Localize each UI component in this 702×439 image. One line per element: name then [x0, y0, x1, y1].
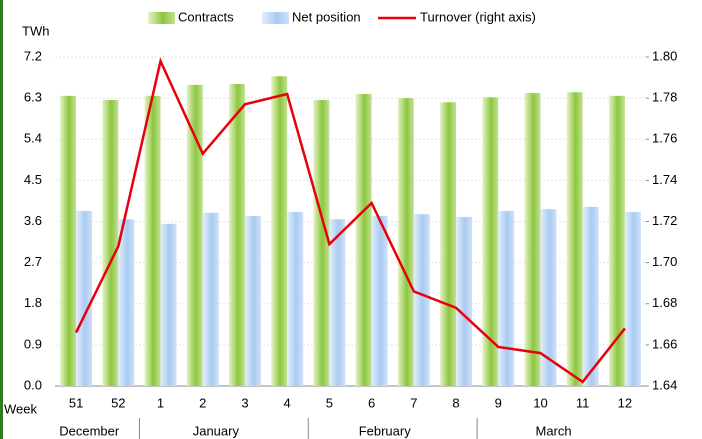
- month-label: March: [536, 423, 572, 438]
- bar: [271, 76, 288, 387]
- x-tick-label: 10: [533, 395, 547, 410]
- bar: [540, 209, 557, 386]
- legend-label: Net position: [292, 9, 361, 24]
- y-tick-label: 2.7: [24, 254, 42, 269]
- bar: [608, 95, 625, 387]
- y-tick-label: 5.4: [24, 131, 42, 146]
- x-tick-label: 3: [241, 395, 248, 410]
- y-tick-label: 7.2: [24, 48, 42, 63]
- x-tick-label: 4: [284, 395, 291, 410]
- y-tick-label: 0.0: [24, 377, 42, 392]
- x-tick-label: 12: [618, 395, 632, 410]
- legend-label: Turnover (right axis): [420, 9, 536, 24]
- y-tick-label: 3.6: [24, 213, 42, 228]
- legend-swatch: [148, 12, 175, 24]
- frame-edge: [0, 0, 3, 439]
- x-tick-label: 8: [452, 395, 459, 410]
- y2-tick-label: 1.70: [652, 254, 677, 269]
- bar: [186, 84, 203, 387]
- bar: [397, 98, 414, 386]
- month-label: December: [59, 423, 120, 438]
- bar: [566, 92, 583, 386]
- bar: [329, 219, 346, 386]
- bar: [60, 95, 77, 387]
- bar: [287, 211, 304, 386]
- bar: [355, 94, 372, 386]
- x-tick-label: 6: [368, 395, 375, 410]
- y2-tick-label: 1.80: [652, 48, 677, 63]
- x-tick-label: 2: [199, 395, 206, 410]
- bar: [244, 216, 261, 386]
- bar: [524, 93, 541, 387]
- bar: [624, 211, 641, 386]
- bar: [160, 223, 177, 386]
- y2-tick-label: 1.66: [652, 336, 677, 351]
- y-tick-label: 1.8: [24, 295, 42, 310]
- legend-swatch: [262, 12, 289, 24]
- x-tick-label: 52: [111, 395, 125, 410]
- y2-tick-label: 1.76: [652, 131, 677, 146]
- bar: [482, 97, 499, 386]
- y2-tick-label: 1.64: [652, 377, 677, 392]
- y-tick-label: 6.3: [24, 90, 42, 105]
- bar: [498, 210, 515, 386]
- turnover-line: [74, 57, 626, 384]
- y2-tick-label: 1.68: [652, 295, 677, 310]
- bar: [413, 214, 430, 386]
- y-tick-label: 0.9: [24, 336, 42, 351]
- bar: [228, 83, 245, 387]
- y-tick-label: 4.5: [24, 172, 42, 187]
- y2-tick-label: 1.78: [652, 90, 677, 105]
- y-axis-label: TWh: [22, 23, 49, 38]
- x-tick-label: 51: [69, 395, 83, 410]
- y2-tick-label: 1.72: [652, 213, 677, 228]
- month-label: January: [193, 423, 240, 438]
- bar: [456, 216, 473, 386]
- x-axis-label: Week: [4, 401, 37, 416]
- bar: [440, 102, 457, 387]
- bar: [144, 95, 161, 387]
- bar: [202, 212, 219, 386]
- x-tick-label: 9: [495, 395, 502, 410]
- x-tick-label: 5: [326, 395, 333, 410]
- month-label: February: [359, 423, 412, 438]
- bar: [102, 99, 119, 387]
- bar: [582, 206, 599, 386]
- bar: [371, 216, 388, 386]
- bar: [76, 210, 93, 386]
- x-tick-label: 7: [410, 395, 417, 410]
- x-tick-label: 11: [576, 395, 590, 410]
- bar: [118, 219, 135, 386]
- y2-tick-label: 1.74: [652, 172, 677, 187]
- legend-label: Contracts: [178, 9, 234, 24]
- x-tick-label: 1: [157, 395, 164, 410]
- bar: [313, 99, 330, 387]
